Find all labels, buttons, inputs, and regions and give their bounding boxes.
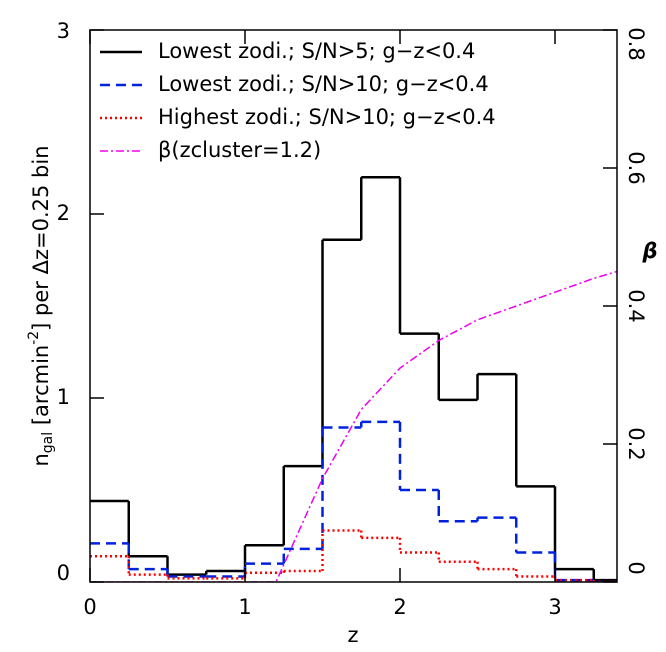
y2-axis-label: β [641,239,657,263]
y2-tick-label: 0.4 [624,289,648,322]
y-tick-label: 2 [57,201,70,225]
y-tick-label: 3 [57,19,70,43]
legend-label: Lowest zodi.; S/N>10; g−z<0.4 [158,72,489,96]
legend-label: β(zcluster=1.2) [158,138,321,162]
x-tick-label: 1 [238,595,251,619]
y2-tick-label: 0 [624,561,648,574]
y2-tick-label: 0.6 [624,151,648,184]
legend-label: Lowest zodi.; S/N>5; g−z<0.4 [158,39,475,63]
y-tick-label: 0 [57,561,70,585]
x-tick-label: 2 [393,595,406,619]
y2-tick-label: 0.8 [624,27,648,60]
legend-label: Highest zodi.; S/N>10; g−z<0.4 [158,105,496,129]
x-tick-label: 0 [83,595,96,619]
y2-tick-label: 0.2 [624,427,648,460]
beta-curve [90,270,617,582]
x-axis-label: z [347,623,358,647]
y-tick-label: 1 [57,385,70,409]
x-tick-label: 3 [548,595,561,619]
y-axis-label: ngal [arcmin-2] per Δz=0.25 bin [26,145,56,466]
